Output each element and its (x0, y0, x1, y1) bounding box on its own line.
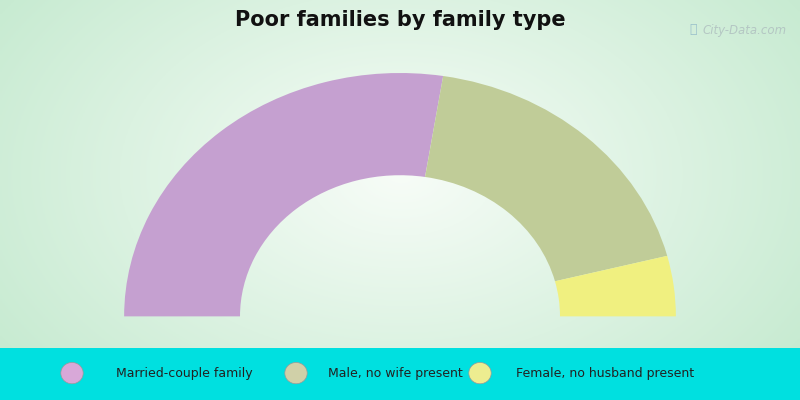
Ellipse shape (285, 362, 307, 384)
Text: Female, no husband present: Female, no husband present (516, 367, 694, 380)
Text: Male, no wife present: Male, no wife present (328, 367, 462, 380)
Text: City-Data.com: City-Data.com (702, 24, 786, 37)
Text: ⓘ: ⓘ (690, 23, 697, 36)
Wedge shape (124, 73, 443, 316)
Text: Poor families by family type: Poor families by family type (234, 10, 566, 30)
Ellipse shape (61, 362, 83, 384)
Ellipse shape (469, 362, 491, 384)
Text: Married-couple family: Married-couple family (116, 367, 253, 380)
Wedge shape (425, 76, 667, 281)
Wedge shape (555, 256, 676, 316)
